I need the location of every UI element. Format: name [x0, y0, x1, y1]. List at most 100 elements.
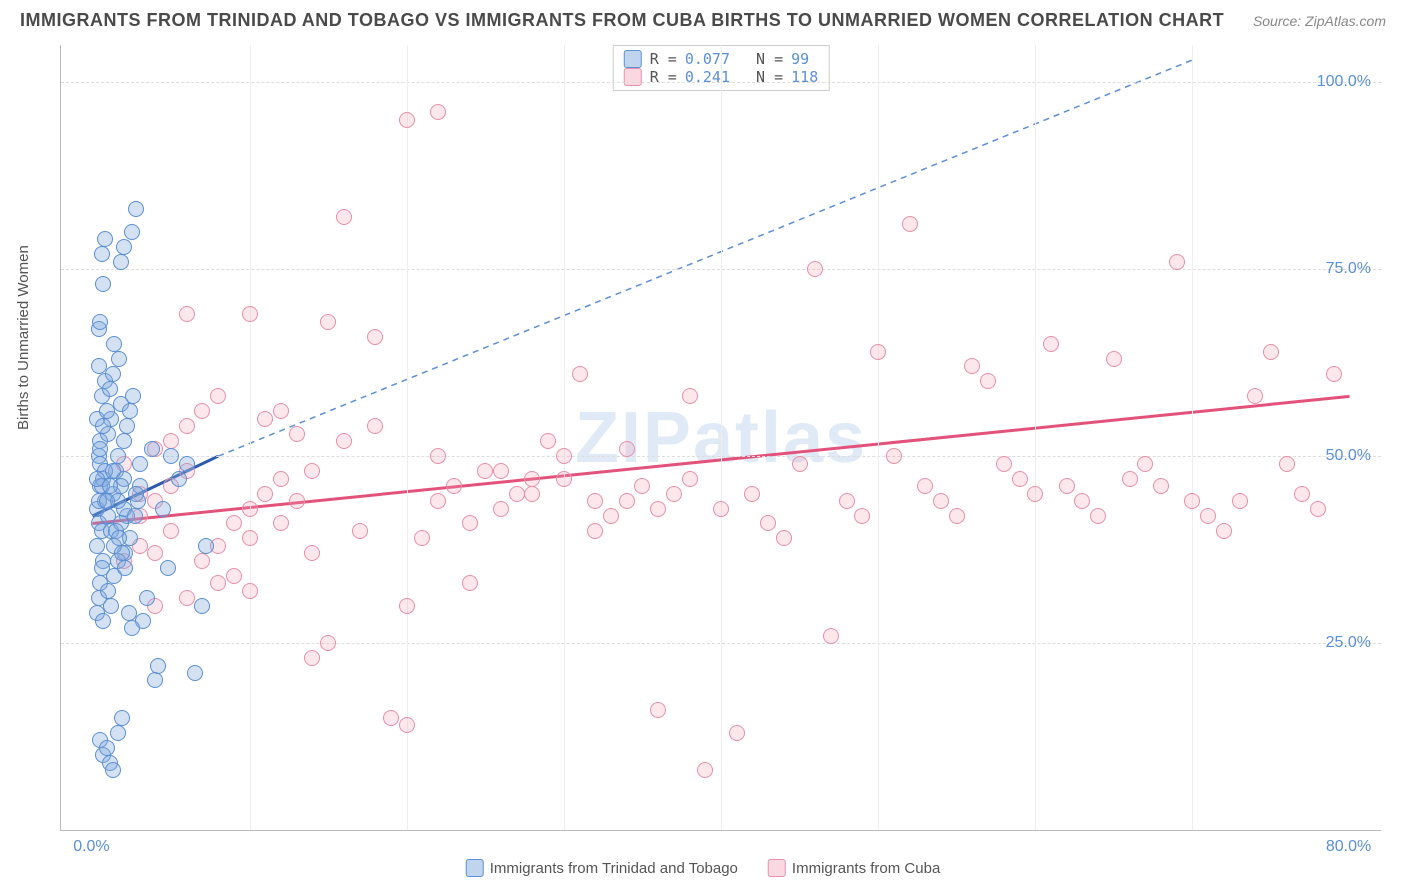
- pink-point: [304, 545, 320, 561]
- pink-point: [257, 411, 273, 427]
- blue-point: [160, 560, 176, 576]
- gridline-v: [1192, 45, 1193, 830]
- blue-point: [116, 433, 132, 449]
- pink-point: [226, 515, 242, 531]
- blue-point: [110, 725, 126, 741]
- blue-point: [113, 254, 129, 270]
- pink-swatch: [768, 859, 786, 877]
- pink-point: [257, 486, 273, 502]
- blue-point: [99, 740, 115, 756]
- pink-point: [289, 493, 305, 509]
- pink-point: [399, 717, 415, 733]
- pink-point: [242, 501, 258, 517]
- blue-point: [124, 620, 140, 636]
- pink-point: [823, 628, 839, 644]
- blue-point: [111, 351, 127, 367]
- pink-point: [399, 598, 415, 614]
- blue-point: [92, 314, 108, 330]
- pink-point: [477, 463, 493, 479]
- pink-point: [587, 493, 603, 509]
- y-tick-label: 50.0%: [1326, 447, 1371, 465]
- pink-point: [273, 471, 289, 487]
- n-value: 99: [791, 50, 809, 68]
- blue-point: [125, 388, 141, 404]
- pink-point: [666, 486, 682, 502]
- pink-point: [933, 493, 949, 509]
- blue-point: [179, 456, 195, 472]
- pink-point: [540, 433, 556, 449]
- pink-point: [304, 463, 320, 479]
- blue-point: [105, 366, 121, 382]
- blue-point: [132, 456, 148, 472]
- blue-point: [130, 493, 146, 509]
- blue-point: [128, 201, 144, 217]
- pink-point: [1184, 493, 1200, 509]
- blue-point: [95, 276, 111, 292]
- pink-point: [430, 493, 446, 509]
- pink-point: [1074, 493, 1090, 509]
- pink-point: [964, 358, 980, 374]
- pink-point: [320, 635, 336, 651]
- pink-point: [210, 575, 226, 591]
- pink-point: [367, 418, 383, 434]
- pink-point: [603, 508, 619, 524]
- blue-point: [106, 336, 122, 352]
- blue-point: [110, 448, 126, 464]
- pink-point: [1216, 523, 1232, 539]
- y-tick-label: 100.0%: [1317, 73, 1371, 91]
- pink-point: [210, 388, 226, 404]
- pink-point: [273, 515, 289, 531]
- pink-point: [194, 553, 210, 569]
- pink-point: [1137, 456, 1153, 472]
- blue-point: [105, 762, 121, 778]
- pink-point: [713, 501, 729, 517]
- pink-point: [493, 501, 509, 517]
- pink-point: [1043, 336, 1059, 352]
- blue-point: [144, 441, 160, 457]
- pink-point: [289, 426, 305, 442]
- pink-point: [462, 515, 478, 531]
- blue-point: [95, 613, 111, 629]
- pink-point: [682, 471, 698, 487]
- blue-point: [150, 658, 166, 674]
- pink-point: [776, 530, 792, 546]
- pink-point: [556, 471, 572, 487]
- pink-point: [1090, 508, 1106, 524]
- pink-point: [1122, 471, 1138, 487]
- pink-point: [163, 433, 179, 449]
- blue-point: [124, 224, 140, 240]
- n-label: N =: [738, 50, 783, 68]
- pink-point: [1153, 478, 1169, 494]
- blue-swatch: [624, 50, 642, 68]
- pink-point: [1059, 478, 1075, 494]
- legend: Immigrants from Trinidad and TobagoImmig…: [466, 859, 941, 877]
- r-label: R =: [650, 50, 677, 68]
- pink-point: [980, 373, 996, 389]
- pink-point: [147, 545, 163, 561]
- legend-item: Immigrants from Cuba: [768, 859, 940, 877]
- x-tick-label: 0.0%: [73, 838, 109, 856]
- pink-point: [1106, 351, 1122, 367]
- blue-point: [121, 605, 137, 621]
- blue-point: [194, 598, 210, 614]
- gridline-v: [1035, 45, 1036, 830]
- pink-point: [854, 508, 870, 524]
- blue-point: [127, 508, 143, 524]
- blue-point: [119, 418, 135, 434]
- blue-point: [163, 448, 179, 464]
- y-axis-label: Births to Unmarried Women: [15, 245, 32, 430]
- blue-point: [114, 545, 130, 561]
- pink-point: [807, 261, 823, 277]
- pink-point: [273, 403, 289, 419]
- blue-point: [94, 246, 110, 262]
- pink-point: [446, 478, 462, 494]
- pink-point: [383, 710, 399, 726]
- pink-point: [682, 388, 698, 404]
- gridline-v: [250, 45, 251, 830]
- pink-point: [179, 590, 195, 606]
- blue-point: [103, 598, 119, 614]
- blue-swatch: [466, 859, 484, 877]
- pink-point: [242, 530, 258, 546]
- blue-point: [99, 403, 115, 419]
- pink-point: [242, 306, 258, 322]
